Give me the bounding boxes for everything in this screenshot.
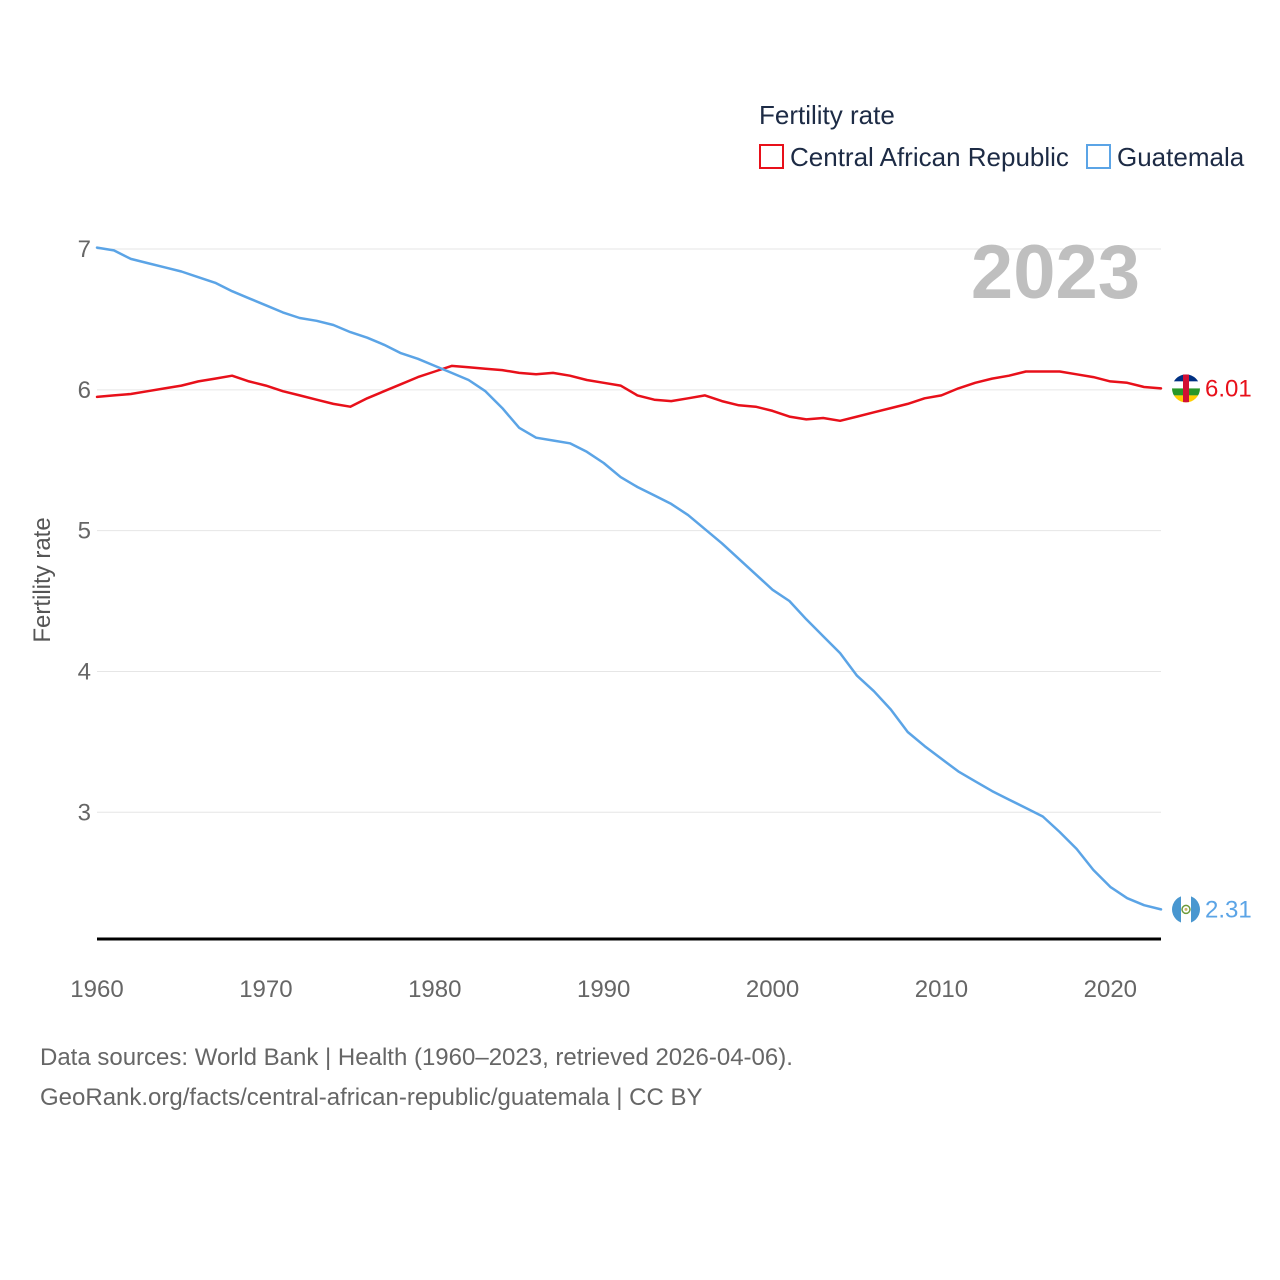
legend: Fertility rate Central African Republic … xyxy=(759,100,1245,172)
x-tick-label: 1980 xyxy=(408,976,461,1003)
x-tick-label: 1960 xyxy=(70,976,123,1003)
source-link[interactable]: GeoRank.org/facts/central-african-republ… xyxy=(40,1084,703,1111)
legend-item-central-african-republic[interactable]: Central African Republic xyxy=(759,142,1069,172)
series-lines xyxy=(95,246,1163,911)
end-value-central-african-republic: 6.01 xyxy=(1205,375,1252,402)
end-value-guatemala: 2.31 xyxy=(1205,896,1252,923)
grid-lines xyxy=(97,248,1161,813)
x-tick-label: 2000 xyxy=(746,976,799,1003)
x-tick-label: 1990 xyxy=(577,976,630,1003)
y-axis-title: Fertility rate xyxy=(29,517,56,642)
legend-swatch-central-african-republic xyxy=(759,144,784,169)
y-tick-label: 4 xyxy=(78,658,91,685)
x-tick-label: 1970 xyxy=(239,976,292,1003)
legend-label-guatemala: Guatemala xyxy=(1117,142,1245,172)
legend-title: Fertility rate xyxy=(759,100,895,130)
axes: 3 4 5 6 7 1960 1970 1980 1990 2000 2010 2020 xyxy=(70,236,1161,1003)
year-label: 2023 xyxy=(971,230,1140,315)
fertility-rate-chart: 3 4 5 6 7 1960 1970 1980 1990 2000 2010 2020 2023 F… xyxy=(29,100,1252,1003)
legend-label-central-african-republic: Central African Republic xyxy=(790,142,1069,172)
y-tick-label: 3 xyxy=(78,799,91,826)
y-tick-label: 5 xyxy=(78,518,91,545)
guatemala-flag-icon xyxy=(1172,895,1200,924)
legend-swatch-guatemala xyxy=(1086,144,1111,169)
central-african-republic-flag-icon xyxy=(1172,374,1200,403)
series-line-guatemala[interactable] xyxy=(95,246,1163,911)
x-tick-label: 2020 xyxy=(1084,976,1137,1003)
x-tick-label: 2010 xyxy=(915,976,968,1003)
y-tick-label: 6 xyxy=(78,377,91,404)
series-line-central-african-republic[interactable] xyxy=(95,364,1163,423)
data-sources-note: Data sources: World Bank | Health (1960–… xyxy=(40,1044,793,1071)
legend-item-guatemala[interactable]: Guatemala xyxy=(1086,142,1245,172)
y-tick-label: 7 xyxy=(78,236,91,263)
